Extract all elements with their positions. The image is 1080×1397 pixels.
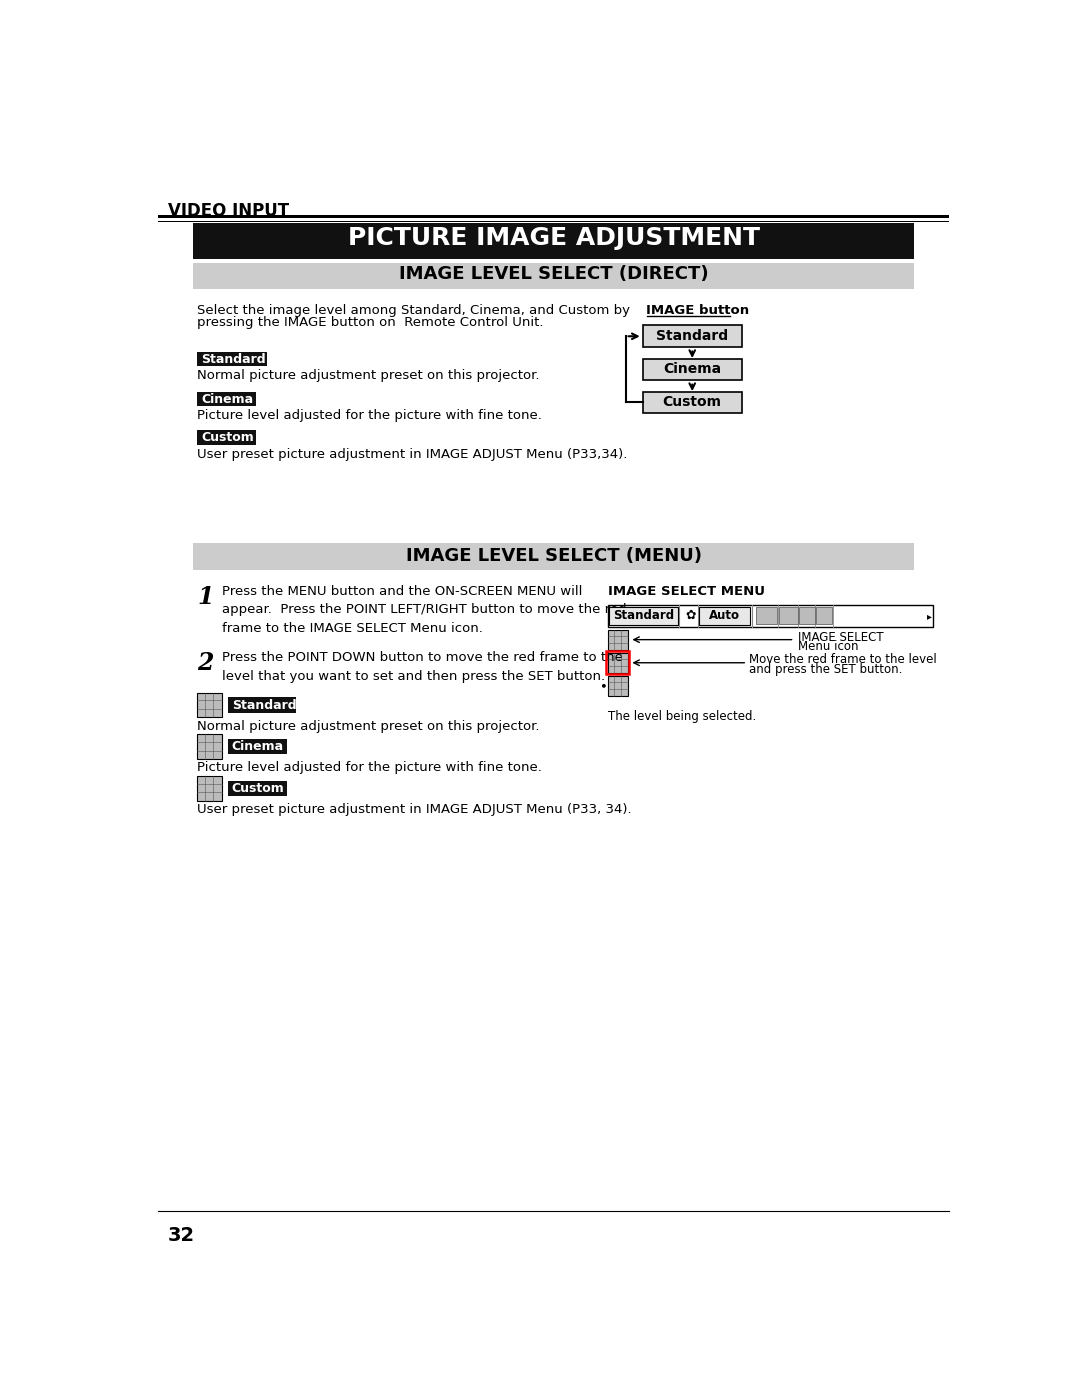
Bar <box>197 352 267 366</box>
Bar <box>799 608 814 624</box>
Bar <box>193 263 914 289</box>
Text: Press the POINT DOWN button to move the red frame to the
level that you want to : Press the POINT DOWN button to move the … <box>221 651 623 683</box>
Text: pressing the IMAGE button on  Remote Control Unit.: pressing the IMAGE button on Remote Cont… <box>197 316 543 330</box>
Text: Custom: Custom <box>232 782 285 795</box>
Text: Auto: Auto <box>710 609 740 622</box>
Text: Standard: Standard <box>232 698 297 711</box>
Bar <box>193 543 914 570</box>
Text: and press the SET button.: and press the SET button. <box>748 662 902 676</box>
Text: Normal picture adjustment preset on this projector.: Normal picture adjustment preset on this… <box>197 369 540 383</box>
Text: Cinema: Cinema <box>201 393 253 407</box>
Text: Move the red frame to the level: Move the red frame to the level <box>748 652 936 666</box>
Text: Standard: Standard <box>201 353 266 366</box>
Text: Cinema: Cinema <box>232 740 284 753</box>
Bar <box>197 693 221 718</box>
Bar <box>643 391 742 414</box>
Text: IMAGE LEVEL SELECT (DIRECT): IMAGE LEVEL SELECT (DIRECT) <box>399 265 708 284</box>
Bar <box>608 676 627 696</box>
Bar <box>609 606 677 624</box>
Bar <box>779 608 798 624</box>
Bar <box>159 215 948 218</box>
Bar <box>608 630 627 650</box>
Text: ✿: ✿ <box>685 609 696 622</box>
Bar <box>193 224 914 258</box>
Bar <box>608 652 627 673</box>
Bar <box>197 430 256 444</box>
Bar <box>816 608 832 624</box>
Text: 1: 1 <box>197 585 214 609</box>
Text: Normal picture adjustment preset on this projector.: Normal picture adjustment preset on this… <box>197 719 540 733</box>
Bar <box>699 606 751 624</box>
Text: Custom: Custom <box>201 432 254 444</box>
Text: Cinema: Cinema <box>663 362 721 376</box>
Text: The level being selected.: The level being selected. <box>608 710 756 722</box>
Text: Select the image level among Standard, Cinema, and Custom by: Select the image level among Standard, C… <box>197 305 630 317</box>
Bar <box>756 608 778 624</box>
Text: Standard: Standard <box>612 609 674 622</box>
Text: Standard: Standard <box>657 330 728 344</box>
Text: Menu icon: Menu icon <box>798 640 859 654</box>
Bar <box>228 781 287 796</box>
Bar <box>643 359 742 380</box>
Text: 32: 32 <box>167 1227 194 1245</box>
Text: Picture level adjusted for the picture with fine tone.: Picture level adjusted for the picture w… <box>197 761 542 774</box>
Text: VIDEO INPUT: VIDEO INPUT <box>167 201 288 219</box>
Text: User preset picture adjustment in IMAGE ADJUST Menu (P33, 34).: User preset picture adjustment in IMAGE … <box>197 803 632 816</box>
Bar <box>228 697 296 712</box>
Text: IMAGE button: IMAGE button <box>647 305 750 317</box>
Bar <box>228 739 287 754</box>
Bar <box>643 326 742 346</box>
Text: Press the MENU button and the ON-SCREEN MENU will
appear.  Press the POINT LEFT/: Press the MENU button and the ON-SCREEN … <box>221 585 626 636</box>
Text: PICTURE IMAGE ADJUSTMENT: PICTURE IMAGE ADJUSTMENT <box>348 226 759 250</box>
Circle shape <box>602 685 606 687</box>
Bar <box>606 651 630 675</box>
Text: Custom: Custom <box>663 395 721 409</box>
Text: IMAGE SELECT: IMAGE SELECT <box>798 631 885 644</box>
Text: IMAGE LEVEL SELECT (MENU): IMAGE LEVEL SELECT (MENU) <box>405 548 702 566</box>
Text: ▸: ▸ <box>927 610 932 620</box>
Text: User preset picture adjustment in IMAGE ADJUST Menu (P33,34).: User preset picture adjustment in IMAGE … <box>197 448 627 461</box>
Bar <box>197 391 256 407</box>
Text: IMAGE SELECT MENU: IMAGE SELECT MENU <box>608 585 765 598</box>
Text: 2: 2 <box>197 651 214 675</box>
Bar <box>197 735 221 759</box>
Bar <box>197 775 221 800</box>
Bar <box>608 605 933 627</box>
Text: Picture level adjusted for the picture with fine tone.: Picture level adjusted for the picture w… <box>197 409 542 422</box>
